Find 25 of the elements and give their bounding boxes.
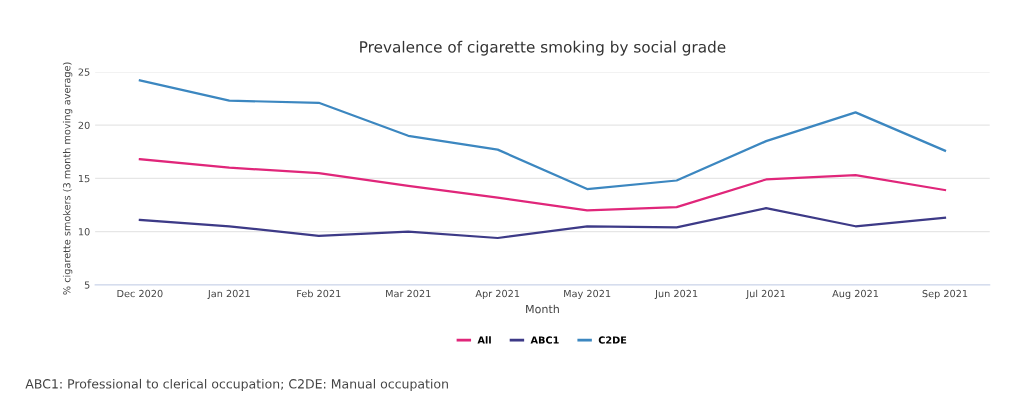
x-tick-label: Dec 2020 (117, 289, 163, 298)
y-tick-label: 15 (78, 174, 90, 183)
x-axis-title: Month (526, 304, 559, 314)
x-tick-label: Sep 2021 (922, 289, 968, 300)
y-tick-label: 25 (78, 68, 90, 76)
x-tick-label: Mar 2021 (386, 289, 431, 298)
line-series (138, 158, 947, 212)
line-series (138, 207, 947, 240)
legend-label: ABC1 (530, 336, 559, 344)
x-tick-label: Feb 2021 (297, 289, 341, 298)
y-tick-label: 20 (78, 121, 90, 129)
x-tick-label: Jun 2021 (654, 289, 698, 300)
line-series (138, 79, 947, 191)
y-tick-label: 5 (84, 281, 90, 289)
y-axis-title: % cigarette smokers (3 month moving average) (62, 62, 73, 295)
x-tick-label: Jan 2021 (207, 289, 250, 300)
legend-label: All (477, 336, 491, 344)
legend-label: C2DE (598, 336, 627, 344)
x-tick-label: Aug 2021 (832, 289, 879, 300)
x-tick-label: Jul 2021 (745, 289, 785, 300)
x-tick-label: May 2021 (564, 289, 611, 300)
y-tick-label: 10 (78, 228, 90, 236)
chart-title: Prevalence of cigarette smoking by social grade (360, 40, 726, 56)
text: ABC1: Professional to clerical occupation; C2DE: Manual occupation (25, 378, 448, 391)
x-tick-label: Apr 2021 (475, 289, 520, 300)
